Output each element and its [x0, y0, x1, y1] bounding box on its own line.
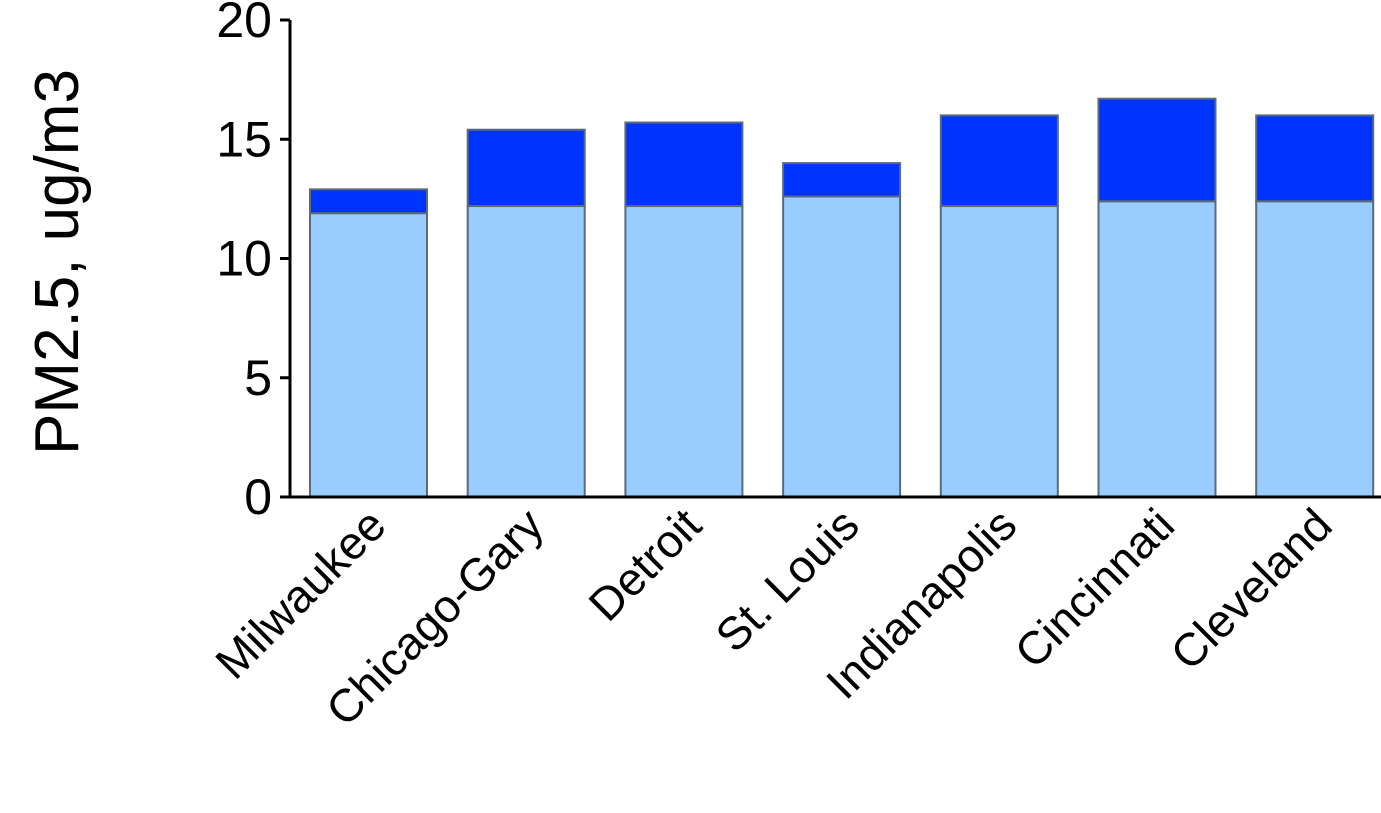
bar-milwaukee-segment-0: [309, 212, 428, 498]
bars-layer: [309, 97, 1375, 499]
bar-st-louis-segment-0: [782, 195, 902, 499]
bar-cleveland-segment-0: [1255, 200, 1375, 498]
bar-indianapolis-segment-1: [939, 114, 1059, 208]
y-tick-labels: 0 5 10 15 20: [216, 0, 290, 525]
bar-milwaukee-segment-1: [309, 188, 428, 215]
y-tick-label: 10: [216, 231, 272, 287]
y-tick-label: 5: [244, 350, 272, 406]
bar-chicago-gary-segment-1: [466, 128, 586, 208]
x-category-label: Detroit: [578, 498, 711, 631]
bar-chicago-gary-segment-0: [466, 205, 586, 498]
y-tick-label: 20: [216, 0, 272, 48]
x-category-label: Cleveland: [1160, 498, 1341, 679]
x-category-label: St. Louis: [705, 498, 868, 661]
bar-detroit-segment-1: [624, 121, 744, 208]
y-axis-label: PM2.5, ug/m3: [23, 69, 92, 455]
bar-indianapolis-segment-0: [939, 205, 1059, 498]
x-category-label: Cincinnati: [1004, 498, 1184, 678]
y-tick-label: 15: [216, 111, 272, 167]
bar-cincinnati-segment-0: [1097, 200, 1217, 498]
bar-st-louis-segment-1: [782, 162, 902, 198]
y-tick-label: 0: [244, 469, 272, 525]
bar-cleveland-segment-1: [1255, 114, 1375, 203]
bar-cincinnati-segment-1: [1097, 97, 1217, 203]
bar-detroit-segment-0: [624, 205, 744, 498]
